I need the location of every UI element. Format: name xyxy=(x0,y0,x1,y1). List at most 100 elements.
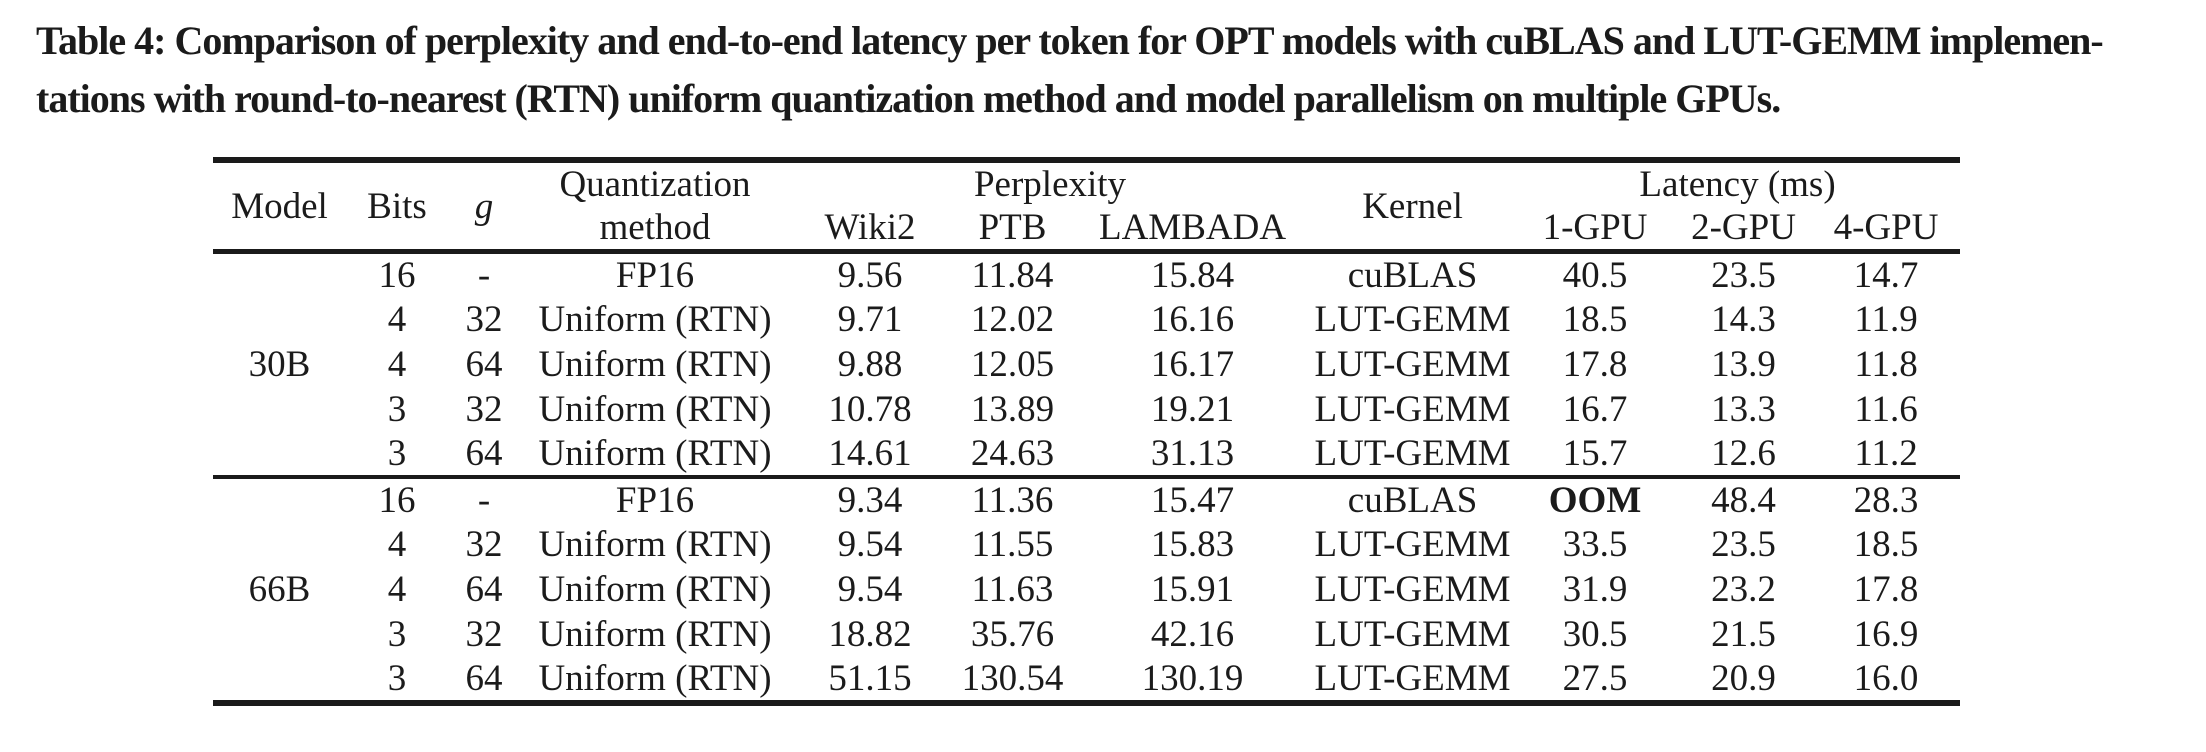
cell-gpu1: 18.5 xyxy=(1562,299,1628,340)
cell-bits: 4 xyxy=(387,299,407,340)
cell-lambada: 16.16 xyxy=(1150,299,1235,340)
cell-wiki2: 9.34 xyxy=(790,475,950,522)
table-header-row-1: Model Bits g Quantization method Perplex… xyxy=(213,160,1960,248)
cell-gpu2: 12.6 xyxy=(1711,433,1776,474)
cell-gpu1: 16.7 xyxy=(1562,389,1628,430)
header-wiki2: Wiki2 xyxy=(824,207,916,248)
table-row: 4 64 Uniform (RTN) 9.54 11.63 15.91 LUT-GEMM 31… xyxy=(213,567,1960,612)
cell-gpu4: 18.5 xyxy=(1853,524,1919,565)
cell-gpu1: OOM xyxy=(1515,475,1676,522)
cell-g: 64 xyxy=(465,569,503,610)
cell-bits: 3 xyxy=(387,433,407,474)
table-row: 66B 16- FP16 9.34 11.36 15.47 cuBLAS OOM 48.4 28.… xyxy=(213,475,1961,703)
cell-method: FP16 xyxy=(615,255,695,296)
cell-g: 64 xyxy=(465,658,503,699)
cell-bits: 16 xyxy=(378,255,416,296)
cell-ptb: 13.89 xyxy=(970,389,1055,430)
cell-gpu2: 20.9 xyxy=(1711,658,1776,699)
cell-wiki2: 9.56 xyxy=(837,255,903,296)
table-row: 3 32 Uniform (RTN) 10.78 13.89 19.21 LUT-GEMM 1… xyxy=(213,387,1960,432)
cell-gpu4: 16.0 xyxy=(1853,658,1919,699)
cell-lambada: 15.84 xyxy=(1150,255,1235,296)
table-row: 3 64 Uniform (RTN) 14.61 24.63 31.13 LUT-GEMM 1… xyxy=(213,432,1960,477)
cell-g: 32 xyxy=(465,614,503,655)
cell-lambada: 19.21 xyxy=(1150,389,1235,430)
table-body-66b: 66B 16- FP16 9.34 11.36 15.47 cuBLAS OOM 48.4 28.… xyxy=(213,475,1961,703)
header-quantization-method: Quantization method xyxy=(520,160,790,252)
cell-method: Uniform (RTN) xyxy=(538,569,772,610)
cell-gpu1: 27.5 xyxy=(1562,658,1628,699)
cell-lambada: 31.13 xyxy=(1150,433,1235,474)
cell-wiki2: 9.54 xyxy=(837,569,903,610)
cell-wiki2: 10.78 xyxy=(828,389,912,430)
cell-gpu4: 11.8 xyxy=(1854,344,1918,385)
cell-ptb: 35.76 xyxy=(970,614,1055,655)
cell-gpu1: 31.9 xyxy=(1562,569,1628,610)
cell-gpu2: 21.5 xyxy=(1711,614,1776,655)
cell-kernel: LUT-GEMM xyxy=(1314,658,1511,699)
cell-gpu1: 40.5 xyxy=(1562,255,1628,296)
cell-ptb: 11.84 xyxy=(971,255,1054,296)
cell-gpu2: 14.3 xyxy=(1711,299,1776,340)
header-model: Model xyxy=(231,185,328,227)
cell-method: Uniform (RTN) xyxy=(538,299,772,340)
cell-gpu4: 14.7 xyxy=(1853,255,1919,296)
results-table-container: Model Bits g Quantization method Perplex… xyxy=(213,157,1961,706)
cell-wiki2: 51.15 xyxy=(828,658,912,699)
cell-g: - xyxy=(448,475,520,522)
table-header-row-2: Wiki2 PTB LAMBADA 1-GPU 2-GPU 4-GPU xyxy=(213,206,1960,252)
cell-gpu2: 48.4 xyxy=(1675,475,1813,522)
cell-bits: 16 xyxy=(346,475,448,522)
cell-g: 32 xyxy=(465,389,503,430)
cell-gpu4: 28.3 xyxy=(1812,475,1961,522)
cell-ptb: 24.63 xyxy=(970,433,1055,474)
cell-method: Uniform (RTN) xyxy=(538,344,772,385)
header-latency: Latency (ms) xyxy=(1639,164,1836,205)
cell-gpu1: 30.5 xyxy=(1562,614,1628,655)
cell-gpu2: 23.2 xyxy=(1711,569,1776,610)
cell-g: 64 xyxy=(465,344,503,385)
cell-method: Uniform (RTN) xyxy=(538,524,772,565)
cell-lambada: 130.19 xyxy=(1141,658,1244,699)
header-quantization-method-line2: method xyxy=(599,207,711,248)
table-row: 3 64 Uniform (RTN) 51.15 130.54 130.19 LUT-GEM… xyxy=(213,657,1960,703)
cell-method: Uniform (RTN) xyxy=(538,389,772,430)
table-caption-line1: Table 4: Comparison of perplexity and en… xyxy=(36,18,2104,63)
cell-gpu1: 15.7 xyxy=(1562,433,1628,474)
cell-gpu1: 17.8 xyxy=(1562,344,1628,385)
table-caption-line2: tations with round-to-nearest (RTN) unif… xyxy=(36,76,1781,121)
cell-lambada: 15.91 xyxy=(1150,569,1235,610)
cell-ptb: 11.36 xyxy=(950,475,1075,522)
header-lambada: LAMBADA xyxy=(1098,207,1287,248)
cell-lambada: 15.83 xyxy=(1150,524,1235,565)
cell-ptb: 12.05 xyxy=(970,344,1055,385)
cell-kernel: LUT-GEMM xyxy=(1314,344,1511,385)
header-kernel: Kernel xyxy=(1362,185,1463,227)
cell-wiki2: 9.88 xyxy=(837,344,903,385)
cell-gpu4: 11.2 xyxy=(1854,433,1918,474)
cell-method: FP16 xyxy=(520,475,790,522)
cell-wiki2: 14.61 xyxy=(828,433,912,474)
cell-wiki2: 18.82 xyxy=(828,614,912,655)
cell-kernel: LUT-GEMM xyxy=(1314,433,1511,474)
cell-gpu4: 11.6 xyxy=(1854,389,1918,430)
table-row: 30B 16- FP16 9.56 11.84 15.84 cuBLAS 40.5 23.5 14… xyxy=(213,252,1960,385)
cell-lambada: 16.17 xyxy=(1150,344,1235,385)
cell-kernel: LUT-GEMM xyxy=(1314,524,1511,565)
cell-gpu4: 16.9 xyxy=(1853,614,1919,655)
header-quantization-method-line1: Quantization xyxy=(559,164,751,205)
table-header: Model Bits g Quantization method Perplex… xyxy=(213,160,1961,252)
header-bits: Bits xyxy=(367,185,427,227)
cell-gpu2: 13.9 xyxy=(1711,344,1776,385)
cell-g: 64 xyxy=(465,433,503,474)
cell-bits: 3 xyxy=(387,389,407,430)
cell-ptb: 11.55 xyxy=(971,524,1054,565)
cell-gpu1: 33.5 xyxy=(1562,524,1628,565)
cell-method: Uniform (RTN) xyxy=(538,658,772,699)
cell-bits: 4 xyxy=(387,524,407,565)
cell-g: 32 xyxy=(465,299,503,340)
model-group-label: 66B xyxy=(213,475,346,703)
cell-ptb: 11.63 xyxy=(971,569,1054,610)
cell-lambada: 15.47 xyxy=(1075,475,1311,522)
